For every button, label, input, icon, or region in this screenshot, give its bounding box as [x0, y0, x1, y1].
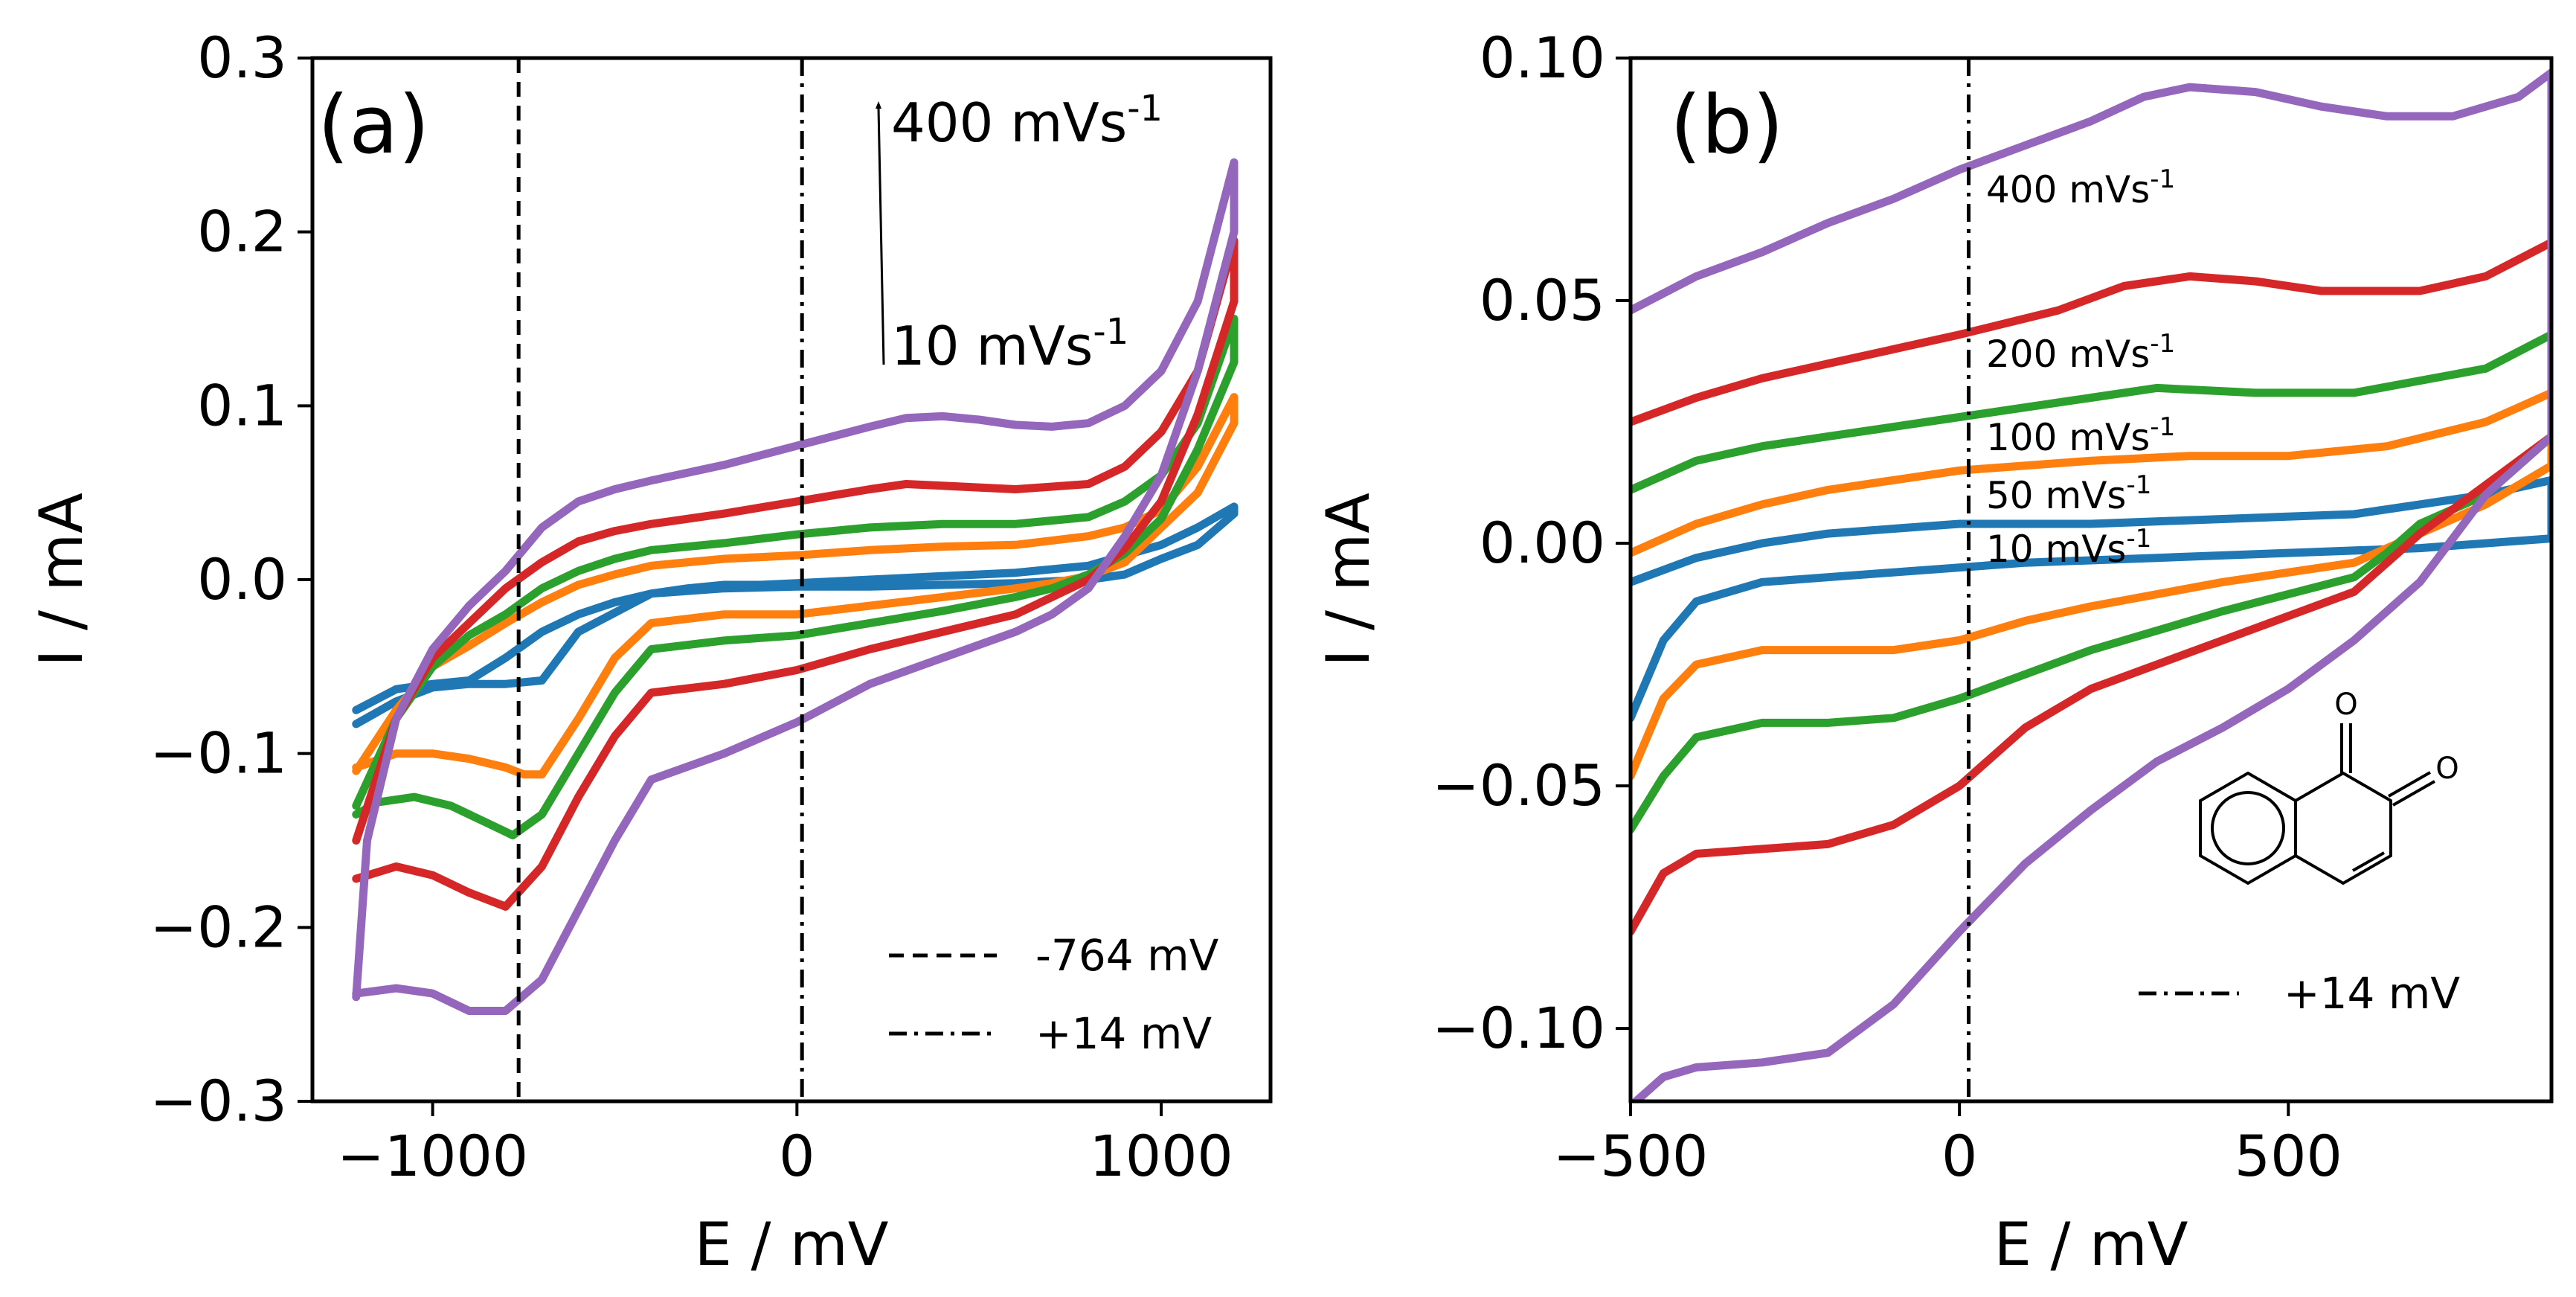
panel-a-xtick-label-2: 1000	[1089, 1123, 1233, 1189]
carbonyl-oxygen-top: O	[2334, 688, 2357, 722]
panel-b-series	[1631, 68, 2551, 1101]
panel-b-xtick-label-2: 500	[2235, 1123, 2342, 1189]
panel-a-series-3	[352, 236, 1239, 911]
panel-a-ylabel: I / mA	[27, 493, 96, 667]
panel-a-xticks: −1000 0 1000	[337, 1101, 1233, 1189]
legend-b-dashdot-label: +14 mV	[2284, 968, 2460, 1019]
panel-b-xtick-label-1: 0	[1941, 1123, 1977, 1189]
panel-a-legend: -764 mV +14 mV	[889, 930, 1219, 1059]
panel-b-ytick-label-4: 0.10	[1480, 25, 1605, 91]
panel-b-series-0	[1631, 475, 2551, 723]
scan-rate-arrow-top-label: 400 mVs-1	[891, 88, 1163, 154]
legend-dashed-label: -764 mV	[1035, 930, 1219, 981]
panel-b: −500 0 500 −0.10 −0.05 0.00 0.05 0.10 (b) E / …	[1314, 25, 2554, 1279]
panel-a-xtick-label-1: 0	[779, 1123, 815, 1189]
curve-label-100: 100 mVs-1	[1986, 412, 2175, 459]
panel-a-series-4	[352, 158, 1239, 1015]
panel-b-ytick-label-1: −0.05	[1432, 752, 1605, 819]
panel-b-series-3	[1631, 238, 2551, 936]
panel-a-series	[352, 158, 1239, 1015]
panel-b-yticks: −0.10 −0.05 0.00 0.05 0.10	[1432, 25, 1631, 1061]
panel-b-series-1	[1631, 388, 2551, 781]
panel-b-xlabel: E / mV	[1994, 1210, 2188, 1279]
scan-rate-arrow	[876, 101, 885, 365]
panel-b-frame	[1628, 56, 2554, 1104]
panel-b-ytick-label-0: −0.10	[1432, 995, 1605, 1061]
panel-a-xlabel: E / mV	[694, 1210, 888, 1279]
curve-label-400: 400 mVs-1	[1986, 164, 2175, 211]
panel-b-ylabel: I / mA	[1314, 493, 1383, 667]
panel-a: −1000 0 1000 −0.3−0.2−0.10.00.10.20.3 (a) …	[27, 25, 1273, 1279]
panel-b-label: (b)	[1670, 79, 1784, 172]
curve-label-200: 200 mVs-1	[1986, 329, 2175, 376]
panel-a-series-1	[352, 393, 1239, 779]
panel-a-ytick-label-0: −0.3	[150, 1068, 287, 1134]
legend-dashdot-label: +14 mV	[1035, 1008, 1212, 1059]
panel-a-series-0	[352, 502, 1239, 728]
panel-a-vlines	[516, 58, 804, 1101]
panel-a-series-2	[352, 315, 1239, 839]
panel-b-legend: +14 mV	[2139, 968, 2460, 1019]
panel-b-ytick-label-3: 0.05	[1480, 267, 1605, 333]
panel-a-label: (a)	[318, 79, 429, 172]
panel-a-ytick-label-3: 0.0	[197, 546, 287, 612]
curve-label-50: 50 mVs-1	[1986, 470, 2151, 517]
naphthoquinone-structure: O O	[2199, 688, 2459, 886]
panel-a-ytick-label-6: 0.3	[197, 25, 287, 91]
panel-b-series-4	[1631, 68, 2551, 1101]
panel-b-xticks: −500 0 500	[1553, 1101, 2342, 1189]
carbonyl-oxygen-right: O	[2435, 752, 2458, 786]
panel-a-xtick-label-0: −1000	[337, 1123, 528, 1189]
curve-label-10: 10 mVs-1	[1986, 524, 2151, 571]
panel-a-ytick-label-1: −0.2	[150, 894, 287, 960]
panel-a-ytick-label-5: 0.2	[197, 199, 287, 265]
panel-a-yticks: −0.3 −0.2 −0.1 0.0 0.1 0.2 0.3	[150, 25, 312, 1134]
scan-rate-arrow-bottom-label: 10 mVs-1	[891, 311, 1128, 377]
panel-b-xtick-label-0: −500	[1553, 1123, 1709, 1189]
panel-a-ytick-label-4: 0.1	[197, 372, 287, 438]
panel-a-ytick-label-2: −0.1	[150, 720, 287, 787]
panel-b-ytick-label-2: 0.00	[1480, 510, 1605, 576]
